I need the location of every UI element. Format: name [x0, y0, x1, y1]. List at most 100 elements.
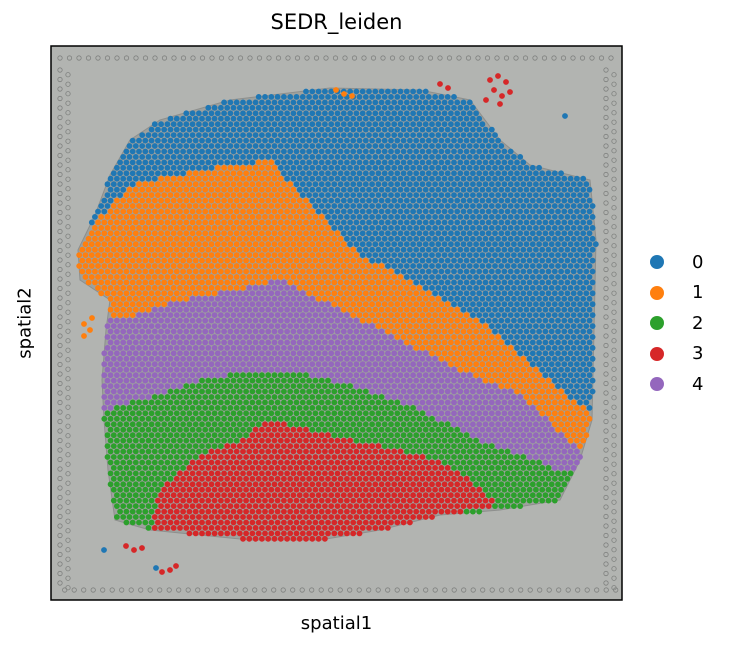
spot-cluster-2 — [259, 372, 265, 379]
spot-cluster-0 — [570, 290, 577, 297]
spot-cluster-1 — [246, 208, 253, 215]
spot-cluster-1 — [196, 263, 202, 269]
spot-cluster-0 — [473, 241, 479, 248]
spot-cluster-0 — [435, 263, 442, 269]
spot-cluster-4 — [281, 366, 287, 373]
spot-cluster-4 — [262, 334, 268, 340]
spot-cluster-2 — [167, 399, 174, 406]
fiducial-marker — [57, 551, 63, 558]
spot-cluster-0 — [454, 230, 461, 237]
spot-cluster-0 — [148, 137, 155, 144]
spot-cluster-1 — [290, 252, 297, 258]
chart-title: SEDR_leiden — [270, 10, 403, 34]
spot-cluster-0 — [148, 148, 155, 155]
fiducial-marker — [71, 587, 77, 593]
spot-cluster-2 — [161, 410, 168, 417]
spot-cluster-4 — [123, 399, 130, 406]
spot-cluster-4 — [318, 366, 325, 373]
spot-cluster-1 — [255, 279, 262, 286]
spot-cluster-4 — [451, 377, 457, 384]
spot-cluster-2 — [214, 426, 221, 433]
fiducial-marker — [611, 214, 617, 220]
spot-cluster-4 — [507, 410, 514, 417]
spot-cluster-4 — [214, 361, 221, 368]
spot-cluster-0 — [520, 203, 527, 209]
spot-cluster-1 — [211, 268, 218, 275]
spot-cluster-0 — [407, 225, 413, 231]
spot-cluster-0 — [416, 164, 423, 171]
spot-cluster-1 — [265, 263, 272, 269]
spot-cluster-1 — [495, 377, 501, 384]
spot-cluster-0 — [574, 241, 580, 248]
spot-cluster-1 — [391, 285, 398, 291]
spot-cluster-0 — [495, 268, 501, 275]
spot-cluster-1 — [290, 208, 297, 215]
spot-cluster-4 — [507, 388, 514, 395]
fiducial-marker — [603, 352, 609, 358]
fiducial-marker — [138, 587, 144, 593]
spot-cluster-1 — [328, 230, 335, 237]
spot-cluster-4 — [164, 383, 171, 389]
spot-cluster-4 — [356, 366, 363, 373]
spot-cluster-4 — [372, 328, 379, 335]
spot-cluster-4 — [391, 361, 398, 368]
spot-cluster-0 — [444, 148, 451, 155]
spot-cluster-1 — [407, 312, 413, 318]
spot-cluster-0 — [419, 148, 426, 155]
spot-cluster-0 — [356, 225, 363, 231]
spot-cluster-0 — [511, 285, 517, 291]
spot-cluster-0 — [526, 301, 533, 308]
spot-cluster-4 — [362, 377, 369, 384]
spot-cluster-1 — [388, 268, 394, 275]
spot-cluster-4 — [164, 306, 171, 313]
spot-cluster-4 — [243, 366, 250, 373]
spot-cluster-2 — [161, 399, 168, 406]
spot-cluster-1 — [353, 274, 360, 280]
fiducial-marker — [611, 176, 617, 182]
spot-cluster-0 — [331, 192, 338, 199]
spot-cluster-0 — [240, 154, 246, 160]
spot-cluster-4 — [180, 377, 187, 384]
spot-cluster-1 — [325, 257, 331, 264]
spot-cluster-1 — [233, 252, 240, 258]
fiducial-marker — [57, 162, 63, 168]
fiducial-marker — [342, 55, 348, 61]
spot-cluster-2 — [265, 383, 272, 389]
spot-cluster-4 — [274, 334, 281, 340]
spot-cluster-0 — [375, 225, 382, 231]
spot-cluster-1 — [574, 405, 580, 411]
spot-cluster-0 — [523, 328, 530, 335]
fiducial-marker — [603, 409, 609, 415]
spot-cluster-0 — [507, 246, 514, 253]
spot-cluster-2 — [325, 421, 331, 428]
spot-cluster-0 — [580, 186, 587, 193]
spot-cluster-1 — [164, 230, 171, 237]
spot-cluster-0 — [473, 154, 479, 160]
spot-cluster-4 — [145, 317, 152, 324]
spot-cluster-1 — [419, 312, 426, 318]
fiducial-marker — [65, 585, 71, 591]
spot-cluster-4 — [173, 312, 180, 318]
spot-cluster-0 — [520, 214, 527, 220]
spot-cluster-4 — [277, 350, 284, 357]
spot-cluster-0 — [444, 159, 451, 166]
spot-cluster-0 — [485, 164, 492, 171]
spot-cluster-0 — [142, 170, 149, 177]
spot-cluster-0 — [586, 274, 593, 280]
spot-cluster-1 — [214, 197, 221, 204]
spot-cluster-0 — [98, 203, 105, 209]
spot-cluster-0 — [492, 295, 498, 302]
spot-cluster-1 — [274, 268, 281, 275]
spot-cluster-1 — [460, 339, 467, 346]
spot-cluster-0 — [400, 126, 407, 133]
spot-cluster-2 — [296, 394, 303, 400]
spot-cluster-0 — [586, 263, 593, 269]
spot-cluster-0 — [507, 159, 514, 166]
spot-cluster-2 — [299, 377, 306, 384]
spot-cluster-0 — [539, 366, 546, 373]
spot-cluster-2 — [240, 372, 246, 379]
spot-cluster-0 — [425, 268, 432, 275]
spot-cluster-0 — [580, 339, 587, 346]
spot-cluster-2 — [262, 410, 268, 417]
spot-cluster-1 — [123, 301, 130, 308]
